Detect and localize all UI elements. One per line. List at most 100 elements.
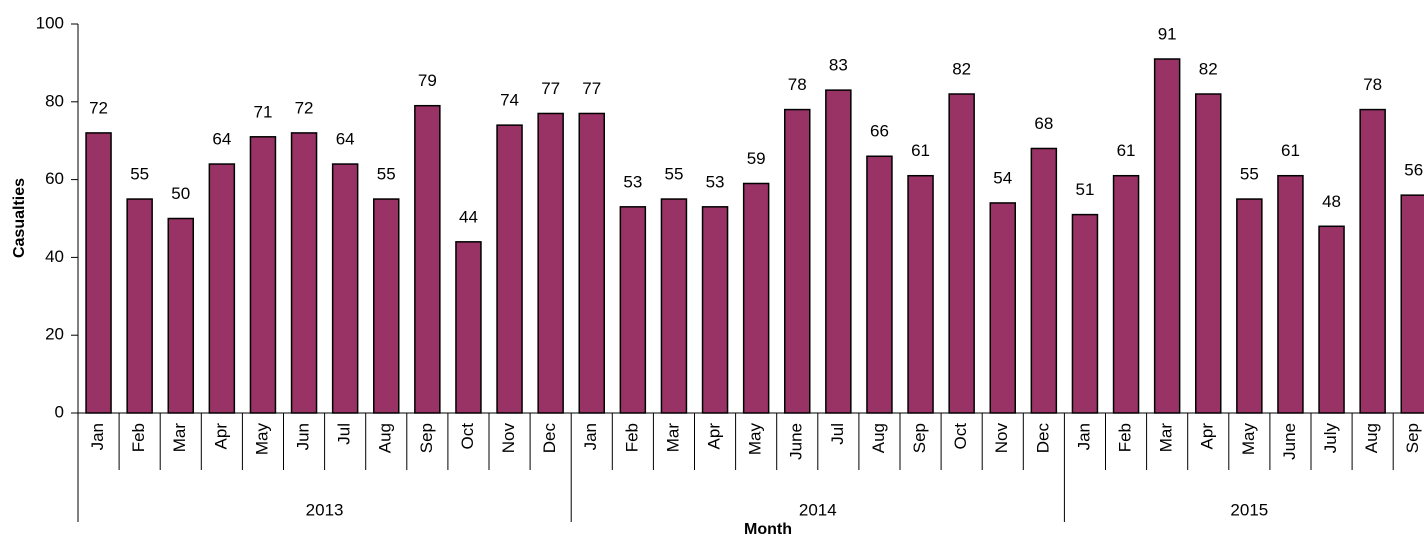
value-label: 55: [664, 165, 683, 184]
x-tick-label: Sep: [1403, 423, 1422, 453]
y-tick-label: 80: [45, 91, 64, 110]
x-tick-label: Aug: [1362, 423, 1381, 453]
x-tick-label: Feb: [622, 423, 641, 452]
x-tick-label: Feb: [1116, 423, 1135, 452]
value-label: 53: [706, 172, 725, 191]
bar: [742, 182, 770, 414]
bar: [249, 136, 277, 414]
bar: [373, 198, 400, 414]
value-label: 61: [911, 141, 930, 160]
group-label: 2013: [306, 500, 344, 519]
x-tick-label: Dec: [540, 423, 559, 454]
bar: [1236, 198, 1263, 414]
bar: [1030, 147, 1058, 414]
value-label: 55: [377, 165, 396, 184]
x-tick-label: Oct: [458, 423, 477, 450]
bar: [1112, 174, 1140, 414]
x-tick-label: June: [1280, 423, 1299, 460]
x-tick-label: May: [252, 423, 271, 456]
bar: [537, 112, 564, 414]
value-label: 61: [1117, 141, 1136, 160]
value-label: 71: [253, 102, 272, 121]
value-label: 83: [829, 56, 848, 75]
value-label: 44: [459, 207, 478, 226]
x-tick-label: Dec: [1033, 423, 1052, 454]
bar: [784, 108, 811, 414]
y-tick-label: 60: [45, 169, 64, 188]
y-tick-label: 20: [45, 325, 64, 344]
bar: [660, 198, 688, 414]
bar: [825, 89, 852, 414]
x-tick-label: Apr: [705, 423, 724, 450]
y-tick-label: 0: [55, 402, 64, 421]
x-tick-label: Jan: [88, 423, 107, 450]
group-label: 2014: [799, 500, 837, 519]
bar: [496, 124, 523, 414]
value-label: 51: [1075, 180, 1094, 199]
bar: [1359, 108, 1386, 414]
x-tick-label: Oct: [951, 423, 970, 450]
x-tick-label: Jun: [294, 423, 313, 450]
bar: [1318, 225, 1345, 414]
x-tick-label: June: [787, 423, 806, 460]
x-tick-label: Mar: [1157, 423, 1176, 453]
value-label: 77: [582, 79, 601, 98]
value-label: 74: [500, 91, 519, 110]
value-label: 59: [747, 149, 766, 168]
bar: [701, 206, 729, 414]
x-tick-label: Jan: [581, 423, 600, 450]
value-label: 55: [130, 165, 149, 184]
value-label: 61: [1281, 141, 1300, 160]
bar: [414, 104, 441, 414]
x-tick-label: Sep: [417, 423, 436, 453]
x-axis-title: Month: [744, 521, 792, 538]
bar: [907, 174, 934, 414]
bar: [619, 206, 647, 414]
x-tick-label: Aug: [869, 423, 888, 453]
bar: [578, 112, 605, 414]
x-tick-label: Aug: [376, 423, 395, 453]
x-tick-label: Apr: [211, 423, 230, 450]
x-tick-label: Feb: [129, 423, 148, 452]
bar: [331, 163, 359, 414]
x-tick-label: Apr: [1198, 423, 1217, 450]
x-tick-label: Jul: [828, 423, 847, 445]
bar: [167, 217, 194, 414]
value-label: 68: [1034, 114, 1053, 133]
bar: [866, 155, 893, 414]
x-tick-label: May: [1239, 423, 1258, 456]
bar: [989, 202, 1016, 414]
group-label: 2015: [1230, 500, 1268, 519]
bar: [208, 163, 236, 414]
value-label: 54: [993, 168, 1012, 187]
value-label: 91: [1158, 24, 1177, 43]
y-axis-title: Casualties: [11, 178, 28, 258]
value-label: 56: [1404, 161, 1423, 180]
bar: [455, 241, 482, 414]
value-label: 72: [295, 98, 314, 117]
x-tick-label: July: [1321, 423, 1340, 454]
value-label: 66: [870, 122, 889, 141]
value-label: 78: [788, 75, 807, 94]
x-tick-label: Nov: [992, 423, 1011, 454]
bar: [948, 93, 975, 414]
x-tick-label: May: [746, 423, 765, 456]
bar: [1153, 58, 1181, 414]
value-label: 82: [952, 60, 971, 79]
x-tick-label: Sep: [910, 423, 929, 453]
value-label: 50: [171, 184, 190, 203]
bar: [1071, 213, 1099, 414]
value-label: 53: [623, 172, 642, 191]
y-tick-label: 40: [45, 247, 64, 266]
bar: [1277, 174, 1304, 414]
bar: [1195, 93, 1222, 414]
value-label: 64: [336, 130, 355, 149]
value-label: 72: [89, 98, 108, 117]
x-tick-label: Jul: [335, 423, 354, 445]
y-tick-label: 100: [36, 13, 64, 32]
value-label: 48: [1322, 192, 1341, 211]
value-label: 64: [212, 130, 231, 149]
x-tick-label: Mar: [663, 423, 682, 453]
bar: [126, 198, 153, 414]
